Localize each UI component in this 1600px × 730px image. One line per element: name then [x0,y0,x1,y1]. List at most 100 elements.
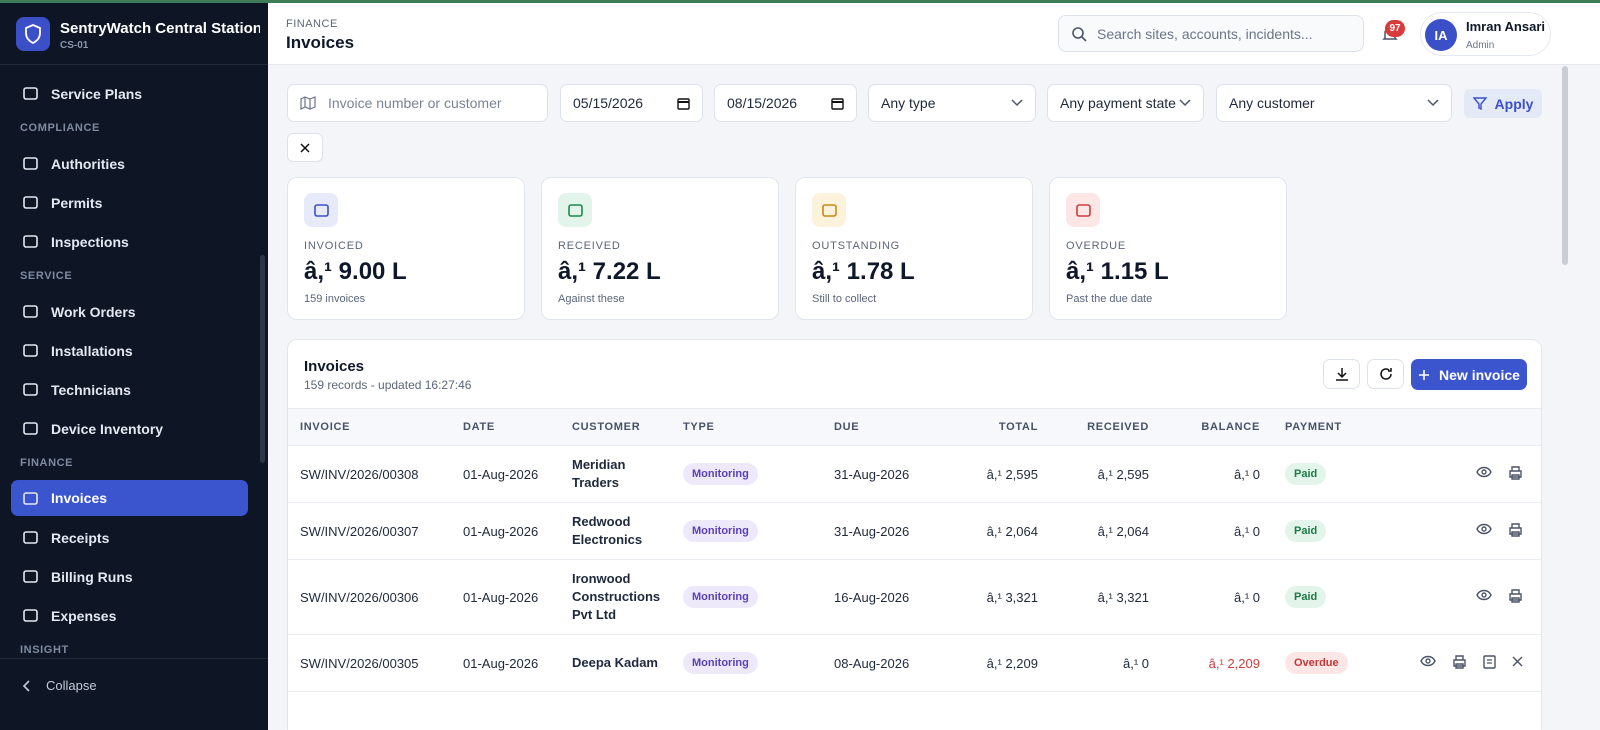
nav-item[interactable]: Expenses [11,596,248,635]
brand-code: CS-01 [60,40,89,51]
global-search[interactable]: Search sites, accounts, incidents... [1058,15,1364,52]
icon [23,609,38,622]
customer-value: Any customer [1229,95,1315,111]
icon [1476,589,1492,600]
cell: Redwood Electronics [572,503,683,559]
cell: 01-Aug-2026 [463,646,572,681]
cell: â,¹ 3,321 [948,580,1038,615]
nav-item[interactable]: Installations [11,331,248,370]
customer-name: Redwood Electronics [572,514,643,547]
icon [23,235,38,248]
to-date[interactable]: 08/15/2026 [714,84,857,122]
row-action[interactable] [1508,588,1523,606]
cell: Monitoring [683,510,834,552]
cell: â,¹ 0 [1149,514,1260,549]
stat-label: INVOICED [304,240,364,252]
cell-text: 08-Aug-2026 [834,655,910,671]
nav-item[interactable]: Device Inventory [11,409,248,448]
cell: 01-Aug-2026 [463,514,572,549]
row-action[interactable] [1512,655,1523,672]
nav-section: SERVICE [20,270,73,282]
icon [23,491,38,505]
payment-select[interactable]: Any payment state [1047,84,1204,122]
from-value: 05/15/2026 [573,95,644,111]
icon [22,679,30,692]
cell: â,¹ 0 [1149,580,1260,615]
spacer [288,464,300,484]
type-select[interactable]: Any type [868,84,1036,122]
avatar: IA [1425,19,1457,51]
icon [23,531,38,544]
cell: â,¹ 2,209 [1149,646,1260,681]
query-placeholder: Invoice number or customer [328,95,502,111]
cell-text: â,¹ 2,595 [986,466,1038,482]
from-date[interactable]: 05/15/2026 [560,84,703,122]
icon [23,570,38,583]
column-header: RECEIVED [1087,421,1149,433]
nav-item[interactable]: Billing Runs [11,557,248,596]
cell-text: 01-Aug-2026 [463,523,539,539]
download-button[interactable] [1323,359,1360,389]
icon [821,203,837,217]
nav-label: Expenses [51,607,117,624]
icon [1509,522,1522,537]
nav-label: Invoices [51,490,108,506]
apply-button[interactable]: Apply [1464,89,1542,118]
clear-button[interactable] [287,133,323,162]
cell-text: 31-Aug-2026 [834,523,910,539]
divider [0,64,268,65]
column-header: BALANCE [1201,421,1260,433]
cell: â,¹ 2,595 [1038,457,1149,492]
nav-item[interactable]: Technicians [11,370,248,409]
row-action[interactable] [1476,466,1492,483]
nav-label: Billing Runs [51,568,133,585]
stat-value: â,¹ 1.15 L [1066,258,1169,285]
type-pill: Monitoring [683,586,758,608]
row-action[interactable] [1508,465,1523,483]
customer-select[interactable]: Any customer [1216,84,1452,122]
row-action[interactable] [1452,654,1467,672]
nav-item[interactable]: Authorities [11,144,248,183]
row-actions [1378,579,1541,616]
icon [1483,654,1496,669]
type-value: Any type [881,95,936,111]
nav-item[interactable]: Service Plans [11,74,248,113]
row-action[interactable] [1420,655,1436,672]
column-header: TOTAL [998,421,1038,433]
cell: 01-Aug-2026 [463,580,572,615]
new-invoice-button[interactable]: New invoice [1411,359,1527,390]
cell: SW/INV/2026/00305 [300,646,463,681]
refresh-button[interactable] [1367,359,1404,389]
cell: Monitoring [683,453,834,495]
nav-item[interactable]: Permits [11,183,248,222]
query-input[interactable]: Invoice number or customer [287,84,548,122]
cell-text: â,¹ 0 [1233,523,1260,539]
cell: 01-Aug-2026 [463,457,572,492]
divider [0,658,268,659]
cell: â,¹ 2,595 [948,457,1038,492]
row-action[interactable] [1476,589,1492,606]
row-action[interactable] [1508,522,1523,540]
cell: â,¹ 2,064 [1038,514,1149,549]
nav-item[interactable]: Work Orders [11,292,248,331]
icon [1472,97,1487,110]
row-action[interactable] [1476,523,1492,540]
icon [831,97,844,110]
user-menu[interactable]: IA Imran Ansari Admin [1420,12,1551,56]
icon [1335,368,1348,381]
icon [23,305,38,318]
nav-label: Authorities [51,155,125,172]
type-pill: Monitoring [683,520,758,542]
nav-item[interactable]: Receipts [11,518,248,557]
spacer [288,521,300,541]
icon [1453,654,1466,669]
cell: SW/INV/2026/00308 [300,457,463,492]
icon [300,96,316,110]
nav-item[interactable]: Inspections [11,222,248,261]
payment-value: Any payment state [1060,95,1176,111]
row-action[interactable] [1483,654,1496,672]
collapse-button[interactable]: Collapse [22,678,97,693]
table-row: SW/INV/2026/00308 01-Aug-2026 Meridian Tra… [288,446,1541,503]
nav-item[interactable]: Invoices [11,480,248,516]
